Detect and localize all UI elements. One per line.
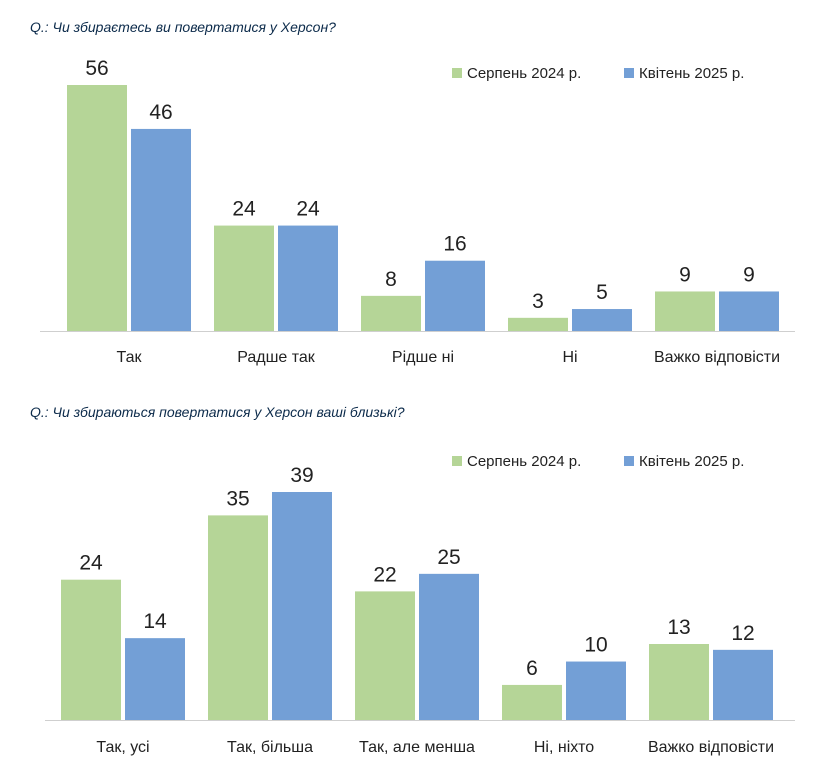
chart1-data-label: 8 bbox=[385, 268, 397, 291]
chart2-bar-aug2024 bbox=[649, 644, 709, 720]
chart1-data-label: 56 bbox=[85, 57, 108, 80]
chart1-bar-aug2024 bbox=[67, 85, 127, 331]
chart1-data-label: 3 bbox=[532, 290, 544, 313]
chart2-data-label: 14 bbox=[143, 610, 167, 633]
chart2-category-label: Так, більша bbox=[227, 739, 313, 756]
chart2-data-label: 24 bbox=[79, 552, 103, 575]
chart2-title: Q.: Чи збираються повертатися у Херсон в… bbox=[30, 404, 405, 420]
chart2-bar-apr2025 bbox=[713, 649, 773, 720]
chart1-bar-aug2024 bbox=[214, 225, 274, 331]
chart1-bar-apr2025 bbox=[572, 309, 632, 331]
chart1-data-label: 5 bbox=[596, 281, 608, 304]
chart2-legend-swatch bbox=[624, 456, 634, 466]
chart2-bar-apr2025 bbox=[125, 638, 185, 720]
chart1-bar-aug2024 bbox=[655, 291, 715, 331]
chart2-bar-apr2025 bbox=[419, 573, 479, 720]
chart1-legend-swatch bbox=[452, 68, 462, 78]
chart1-bar-aug2024 bbox=[361, 295, 421, 331]
chart1-data-label: 9 bbox=[679, 263, 691, 286]
chart1-legend-label: Серпень 2024 р. bbox=[467, 65, 581, 82]
chart1-category-label: Радше так bbox=[237, 349, 316, 366]
chart2-data-label: 6 bbox=[526, 657, 538, 680]
chart1-data-label: 24 bbox=[232, 198, 256, 221]
chart2-legend-label: Серпень 2024 р. bbox=[467, 453, 581, 470]
chart2-category-label: Ні, ніхто bbox=[534, 739, 594, 756]
chart2-bar-apr2025 bbox=[566, 661, 626, 720]
chart2-bar-apr2025 bbox=[272, 492, 332, 720]
chart1-title: Q.: Чи збираєтесь ви повертатися у Херсо… bbox=[30, 19, 336, 35]
chart1-legend-swatch bbox=[624, 68, 634, 78]
chart1-bar-apr2025 bbox=[278, 225, 338, 331]
chart1-data-label: 9 bbox=[743, 263, 755, 286]
chart1-category-label: Так bbox=[117, 349, 143, 366]
chart1-category-label: Важко відповісти bbox=[654, 349, 780, 366]
chart1-data-label: 24 bbox=[296, 198, 320, 221]
chart1-data-label: 46 bbox=[149, 101, 172, 124]
chart2-data-label: 39 bbox=[290, 464, 313, 487]
chart2-data-label: 35 bbox=[226, 487, 249, 510]
chart2-bar-aug2024 bbox=[61, 579, 121, 720]
chart2-data-label: 25 bbox=[437, 546, 460, 569]
chart1-category-label: Ні bbox=[562, 349, 577, 366]
chart2-data-label: 10 bbox=[584, 634, 607, 657]
chart1-bar-apr2025 bbox=[425, 260, 485, 331]
chart1-category-label: Рідше ні bbox=[392, 349, 454, 366]
chart1-bar-apr2025 bbox=[719, 291, 779, 331]
chart1-bar-apr2025 bbox=[131, 128, 191, 331]
chart2-bar-aug2024 bbox=[355, 591, 415, 720]
chart2-legend-label: Квітень 2025 р. bbox=[639, 453, 744, 470]
chart1-legend-label: Квітень 2025 р. bbox=[639, 65, 744, 82]
chart2-category-label: Так, але менша bbox=[359, 739, 475, 756]
chart2-data-label: 22 bbox=[373, 563, 396, 586]
chart2-data-label: 13 bbox=[667, 616, 690, 639]
chart1-data-label: 16 bbox=[443, 233, 466, 256]
chart1-bar-aug2024 bbox=[508, 317, 568, 331]
chart2-category-label: Так, усі bbox=[96, 739, 149, 756]
chart2-legend-swatch bbox=[452, 456, 462, 466]
chart2-category-label: Важко відповісти bbox=[648, 739, 774, 756]
chart2-data-label: 12 bbox=[731, 622, 754, 645]
chart2-bar-aug2024 bbox=[208, 515, 268, 720]
chart2-bar-aug2024 bbox=[502, 684, 562, 720]
